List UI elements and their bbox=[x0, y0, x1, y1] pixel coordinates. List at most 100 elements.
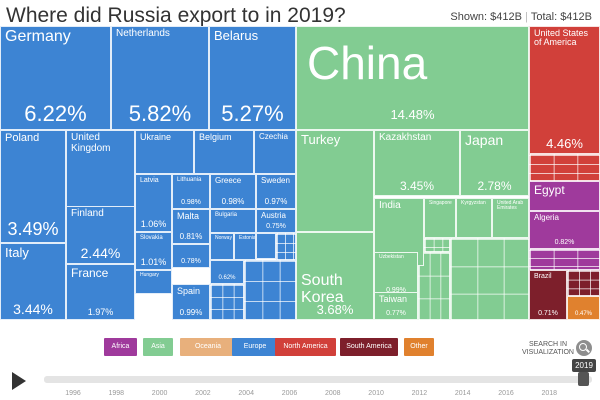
timeline-handle[interactable] bbox=[578, 372, 589, 386]
legend-asia[interactable]: Asia bbox=[143, 338, 173, 356]
treemap-tile-greece[interactable]: Greece 0.98% bbox=[210, 174, 256, 209]
tile-name: Japan bbox=[465, 132, 504, 148]
tile-name: Poland bbox=[5, 132, 40, 144]
treemap-tile-norway[interactable]: Norway bbox=[210, 233, 234, 260]
play-button[interactable] bbox=[12, 372, 26, 390]
tile-share: 6.22% bbox=[24, 101, 87, 126]
export-totals: Shown: $412B | Total: $412B bbox=[450, 11, 592, 23]
treemap-tile-france[interactable]: France 1.97% bbox=[66, 264, 135, 320]
tile-share: 0.81% bbox=[179, 232, 203, 241]
treemap-tile-minor[interactable] bbox=[529, 154, 600, 181]
treemap-tile-minor[interactable] bbox=[418, 252, 450, 320]
shown-label: Shown: bbox=[450, 11, 488, 23]
legend-africa[interactable]: Africa bbox=[104, 338, 137, 356]
treemap: Germany 6.22% Netherlands 5.82% Belarus 5.27%… bbox=[0, 26, 600, 320]
treemap-tile-bulgaria[interactable]: Bulgaria bbox=[210, 209, 256, 233]
treemap-tile-minor[interactable] bbox=[529, 249, 600, 270]
tile-name: Hungary bbox=[140, 272, 159, 278]
treemap-tile-latvia[interactable]: Latvia 1.06% bbox=[135, 174, 172, 232]
tile-share: 0.78% bbox=[181, 258, 201, 265]
tile-share: 3.49% bbox=[7, 219, 59, 239]
legend-south-america[interactable]: South America bbox=[340, 338, 398, 356]
treemap-tile-uzbekistan[interactable]: Uzbekistan 0.99% bbox=[374, 252, 418, 297]
treemap-tile-slovakia[interactable]: Slovakia 1.01% bbox=[135, 232, 172, 270]
treemap-tile-italy[interactable]: Italy 3.44% bbox=[0, 243, 66, 320]
tile-name: Egypt bbox=[534, 183, 565, 197]
legend-north-america[interactable]: North America bbox=[275, 338, 336, 356]
treemap-tile-belarus[interactable]: Belarus 5.27% bbox=[209, 26, 296, 130]
treemap-tile-germany[interactable]: Germany 6.22% bbox=[0, 26, 111, 130]
treemap-tile-hungary[interactable]: Hungary bbox=[135, 270, 172, 294]
shown-value: $412B bbox=[490, 11, 522, 23]
treemap-tile-minor[interactable] bbox=[244, 260, 296, 320]
tile-name: Estonia bbox=[239, 235, 256, 241]
search-icon[interactable] bbox=[576, 340, 592, 356]
treemap-tile-japan[interactable]: Japan 2.78% bbox=[460, 130, 529, 196]
tile-name: Belarus bbox=[214, 28, 259, 43]
tile-share: 1.06% bbox=[140, 219, 167, 229]
tile-share: 2.78% bbox=[477, 179, 512, 193]
treemap-tile-lithuania[interactable]: Lithuania 0.98% bbox=[172, 174, 210, 209]
region-legend: Africa Asia Oceania Europe North America Sout… bbox=[0, 338, 600, 358]
tile-share: 0.99% bbox=[179, 308, 203, 317]
treemap-tile-taiwan[interactable]: Taiwan 0.77% bbox=[374, 292, 418, 320]
treemap-tile-minor[interactable] bbox=[424, 238, 450, 252]
treemap-tile-belgium[interactable]: Belgium bbox=[194, 130, 254, 174]
treemap-tile-united-arab-emirates[interactable]: United Arab Emirates bbox=[492, 198, 529, 238]
treemap-tile-finland[interactable]: Finland 2.44% bbox=[66, 206, 135, 264]
tile-share: 1.97% bbox=[87, 307, 114, 317]
page-title: Where did Russia export to in 2019? bbox=[6, 4, 346, 27]
treemap-tile-portugal[interactable]: 0.78% bbox=[172, 244, 210, 268]
treemap-tile-ukraine[interactable]: Ukraine bbox=[135, 130, 194, 174]
tile-share: 5.27% bbox=[221, 101, 284, 126]
treemap-tile-brazil[interactable]: Brazil 0.71% bbox=[529, 270, 567, 320]
timeline-year: 2004 bbox=[238, 390, 254, 397]
legend-other[interactable]: Other bbox=[404, 338, 434, 356]
treemap-tile-austria[interactable]: Austria 0.75% bbox=[256, 209, 296, 233]
treemap-tile-united-states-of-america[interactable]: United States of America 4.46% bbox=[529, 26, 600, 154]
treemap-tile-spain[interactable]: Spain 0.99% bbox=[172, 284, 210, 320]
tile-name: Austria bbox=[261, 211, 286, 220]
treemap-tile-croatia[interactable]: 0.62% bbox=[210, 260, 244, 284]
treemap-tile-poland[interactable]: Poland 3.49% bbox=[0, 130, 66, 243]
tile-share: 0.71% bbox=[538, 310, 558, 317]
tile-share: 3.68% bbox=[316, 302, 354, 317]
treemap-tile-algeria[interactable]: Algeria 0.82% bbox=[529, 211, 600, 249]
treemap-tile-minor[interactable] bbox=[210, 284, 244, 320]
treemap-tile-singapore[interactable]: Singapore bbox=[424, 198, 456, 238]
timeline-year: 2018 bbox=[541, 390, 558, 397]
year-timeline[interactable] bbox=[44, 376, 592, 383]
tile-name: Italy bbox=[5, 245, 29, 260]
treemap-tile-romania[interactable] bbox=[256, 233, 276, 259]
treemap-tile-egypt[interactable]: Egypt bbox=[529, 181, 600, 211]
tile-name: United Arab Emirates bbox=[497, 200, 524, 212]
tile-share: 0.82% bbox=[554, 239, 575, 246]
legend-oceania[interactable]: Oceania bbox=[180, 338, 236, 356]
tile-name: Germany bbox=[5, 28, 71, 45]
tile-name: Bulgaria bbox=[215, 212, 238, 218]
treemap-tile-kazakhstan[interactable]: Kazakhstan 3.45% bbox=[374, 130, 460, 196]
tile-name: Lithuania bbox=[177, 177, 202, 183]
tile-name: Norway bbox=[215, 235, 232, 241]
treemap-tile-czechia[interactable]: Czechia bbox=[254, 130, 296, 174]
treemap-tile-malta[interactable]: Malta 0.81% bbox=[172, 209, 210, 244]
treemap-tile-kyrgyzstan[interactable]: Kyrgyzstan bbox=[456, 198, 492, 238]
tile-share: 0.99% bbox=[386, 287, 406, 294]
total-label: Total: bbox=[530, 11, 558, 23]
treemap-tile-sweden[interactable]: Sweden 0.97% bbox=[256, 174, 296, 209]
treemap-tile-minor[interactable] bbox=[450, 238, 529, 320]
treemap-tile-minor[interactable] bbox=[567, 270, 600, 296]
tile-name: Brazil bbox=[534, 273, 552, 280]
tile-name: Singapore bbox=[429, 200, 452, 206]
legend-europe[interactable]: Europe bbox=[232, 338, 278, 356]
treemap-tile-turkey[interactable]: Turkey bbox=[296, 130, 374, 232]
tile-share: 14.48% bbox=[390, 106, 435, 122]
tile-name: China bbox=[307, 37, 428, 89]
treemap-tile-south-korea[interactable]: South Korea 3.68% bbox=[296, 232, 374, 320]
treemap-tile-estonia[interactable]: Estonia bbox=[234, 233, 256, 260]
treemap-tile-other[interactable]: 0.47% bbox=[567, 296, 600, 320]
tile-share: 0.98% bbox=[181, 199, 201, 206]
treemap-tile-china[interactable]: China 14.48% bbox=[296, 26, 529, 130]
treemap-tile-netherlands[interactable]: Netherlands 5.82% bbox=[111, 26, 209, 130]
treemap-tile-minor[interactable] bbox=[276, 233, 296, 260]
